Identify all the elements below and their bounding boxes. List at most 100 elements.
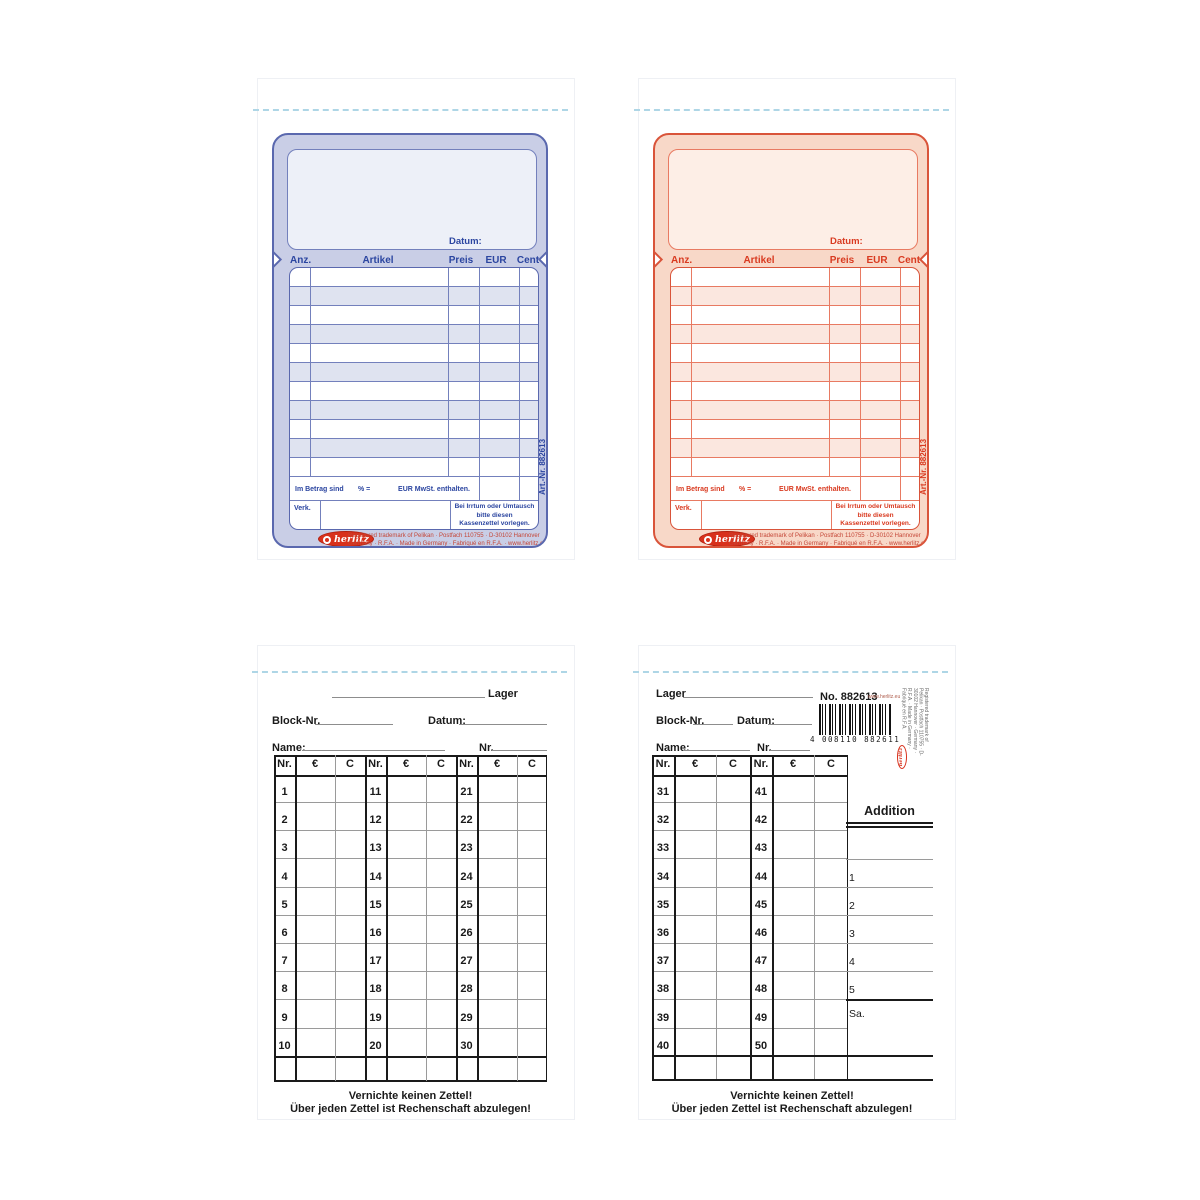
brand-name: herlitz — [334, 533, 369, 545]
nr-line — [492, 750, 547, 751]
column-line — [860, 268, 861, 501]
exchange-notice: Bei Irrtum oder Umtausch bitte diesen Ka… — [454, 503, 535, 527]
perforation-line — [253, 109, 568, 111]
bottom-line — [652, 1079, 933, 1081]
row-number: 6 — [281, 927, 288, 939]
item-row — [671, 401, 919, 420]
row-number: 8 — [281, 983, 288, 996]
row-number: 11 — [369, 786, 382, 798]
column-header: € — [311, 758, 319, 770]
row-number: 14 — [369, 870, 382, 883]
seller-row: Verk. Bei Irrtum oder Umtausch bitte die… — [290, 501, 538, 529]
datum-label: Datum: — [449, 236, 482, 247]
column-line — [479, 268, 480, 501]
datum-label: Datum: — [830, 236, 863, 247]
lager-line — [332, 697, 485, 698]
barcode-digits: 4 008110 882611 — [810, 735, 901, 744]
datum-line — [768, 724, 812, 725]
col-header-anz: Anz. — [671, 255, 693, 266]
row-number: 26 — [460, 927, 473, 939]
brand-row: herlitz Registered trademark of Pelikan … — [274, 529, 546, 546]
block-nr-line — [693, 724, 733, 725]
row-number: 43 — [754, 842, 768, 855]
row-number: 31 — [656, 786, 670, 798]
row-number: 32 — [656, 814, 670, 827]
lager-label: Lager — [656, 688, 686, 700]
column-header: C — [528, 758, 536, 770]
warning-footer: Vernichte keinen Zettel! Über jeden Zett… — [290, 1090, 531, 1115]
column-header: € — [691, 758, 699, 770]
table-line — [274, 943, 547, 944]
vat-percent: % = — [739, 486, 752, 493]
seller-label: Verk. — [294, 505, 311, 512]
block-nr-label: Block-Nr. — [272, 715, 321, 727]
datum-line — [459, 724, 547, 725]
nr-label: Nr. — [479, 742, 494, 754]
name-label: Name: — [656, 742, 690, 754]
items-table: Im Betrag sind % = EUR MwSt. enthalten. … — [670, 267, 920, 530]
table-line — [652, 755, 654, 1081]
table-line — [335, 755, 336, 1081]
block-nr-line — [315, 724, 393, 725]
row-number: 27 — [460, 955, 473, 968]
row-number: 7 — [281, 955, 288, 968]
lager-line — [683, 697, 813, 698]
row-number: 36 — [656, 927, 670, 939]
item-row — [290, 458, 538, 477]
total-line — [274, 1055, 547, 1058]
col-header-cent: Cent — [516, 255, 540, 266]
name-label: Name: — [272, 742, 306, 754]
warning-footer: Vernichte keinen Zettel! Über jeden Zett… — [671, 1090, 913, 1115]
table-line — [274, 914, 547, 916]
item-row — [290, 268, 538, 287]
addition-row-label: 2 — [849, 900, 855, 912]
col-header-cent: Cent — [897, 255, 921, 266]
row-number: 50 — [754, 1039, 768, 1052]
perforation-notch-left — [655, 248, 664, 271]
row-number: 34 — [656, 870, 670, 883]
nr-label: Nr. — [757, 742, 772, 754]
item-row — [671, 344, 919, 363]
row-number: 38 — [656, 983, 670, 996]
row-number: 30 — [460, 1039, 473, 1052]
tally-table: Nr. € C Nr. € C 31 32 33 34 35 36 37 38 39 40 41 42 43 44 45… — [652, 755, 848, 1085]
column-line — [900, 268, 901, 501]
col-header-preis: Preis — [829, 255, 855, 266]
table-line — [426, 755, 427, 1081]
item-row — [290, 382, 538, 401]
table-line — [365, 755, 367, 1081]
name-line — [683, 750, 750, 751]
perforation-line — [634, 109, 949, 111]
item-row — [290, 306, 538, 325]
item-row — [671, 325, 919, 344]
column-header: Nr. — [459, 758, 474, 770]
item-row — [290, 420, 538, 439]
row-number: 21 — [460, 786, 473, 798]
datum-label: Datum: — [428, 715, 466, 727]
table-line — [716, 755, 717, 1081]
item-row — [671, 439, 919, 458]
column-header: Nr. — [368, 758, 383, 770]
row-number: 45 — [754, 898, 768, 911]
column-header: Nr. — [655, 758, 671, 770]
row-number: 5 — [281, 898, 288, 911]
item-row — [290, 344, 538, 363]
row-number: 4 — [281, 870, 288, 883]
col-header-anz: Anz. — [290, 255, 312, 266]
name-line — [302, 750, 445, 751]
tally-sheet-right: Lager No. 882613 www.herlitz.eu 4 008110… — [650, 680, 940, 1120]
block-nr-label: Block-Nr. — [656, 715, 705, 727]
item-rows — [290, 268, 538, 477]
col-header-eur: EUR — [485, 255, 507, 266]
table-line — [274, 999, 547, 1001]
row-number: 18 — [369, 983, 382, 996]
product-number: No. 882613 — [820, 691, 878, 703]
row-number: 10 — [278, 1039, 291, 1052]
column-header: C — [827, 758, 835, 770]
lager-label: Lager — [488, 688, 518, 700]
item-row — [290, 287, 538, 306]
vat-prefix: Im Betrag sind — [295, 486, 344, 493]
sum-label: Sa. — [849, 1008, 865, 1020]
table-line — [274, 1027, 547, 1029]
